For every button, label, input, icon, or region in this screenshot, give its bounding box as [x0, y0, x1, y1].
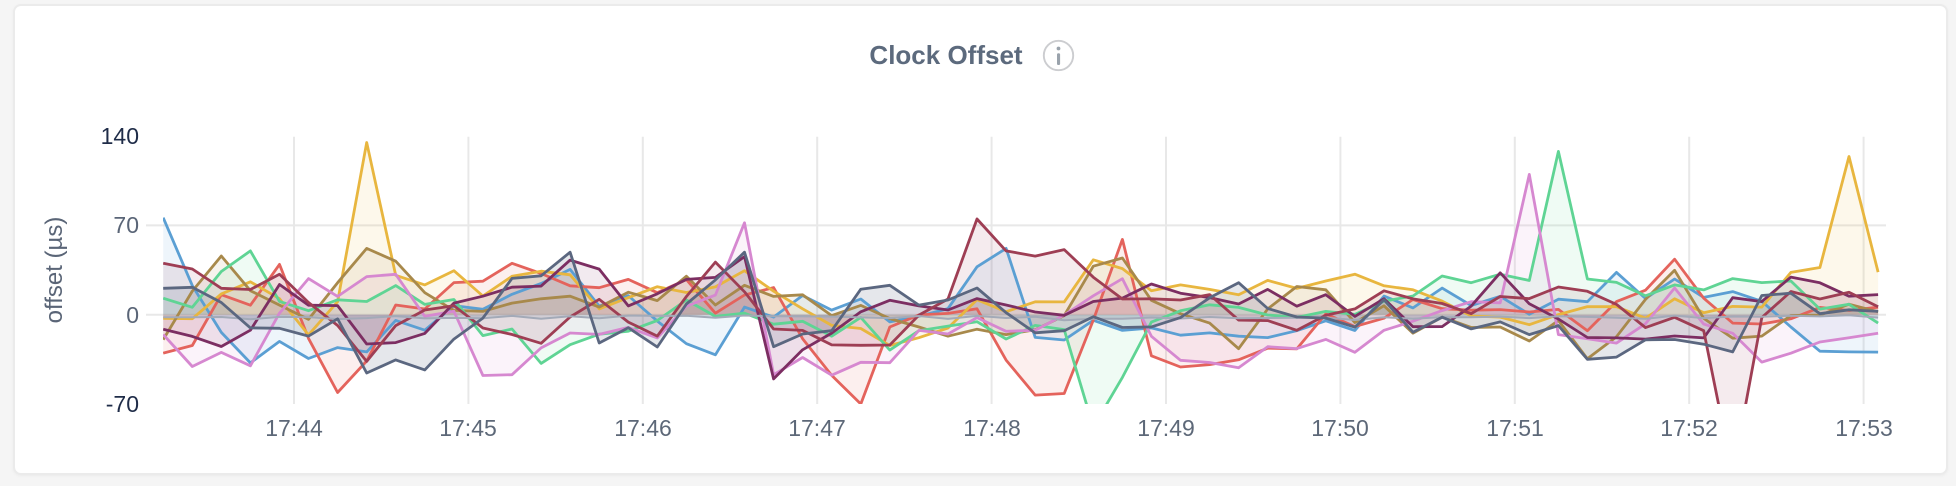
svg-text:140: 140: [101, 123, 139, 149]
svg-text:17:52: 17:52: [1660, 415, 1718, 441]
svg-text:17:49: 17:49: [1137, 415, 1195, 441]
svg-text:0: 0: [126, 302, 139, 328]
svg-text:17:46: 17:46: [614, 415, 672, 441]
svg-text:17:47: 17:47: [788, 415, 846, 441]
svg-text:17:44: 17:44: [265, 415, 323, 441]
svg-text:-70: -70: [106, 391, 139, 417]
svg-text:17:53: 17:53: [1835, 415, 1893, 441]
svg-text:70: 70: [113, 212, 139, 238]
svg-text:17:48: 17:48: [963, 415, 1021, 441]
svg-text:17:45: 17:45: [439, 415, 497, 441]
svg-text:17:50: 17:50: [1311, 415, 1369, 441]
svg-text:offset (µs): offset (µs): [41, 217, 68, 324]
svg-text:17:51: 17:51: [1486, 415, 1544, 441]
svg-text:Clock Offset: Clock Offset: [869, 40, 1022, 70]
